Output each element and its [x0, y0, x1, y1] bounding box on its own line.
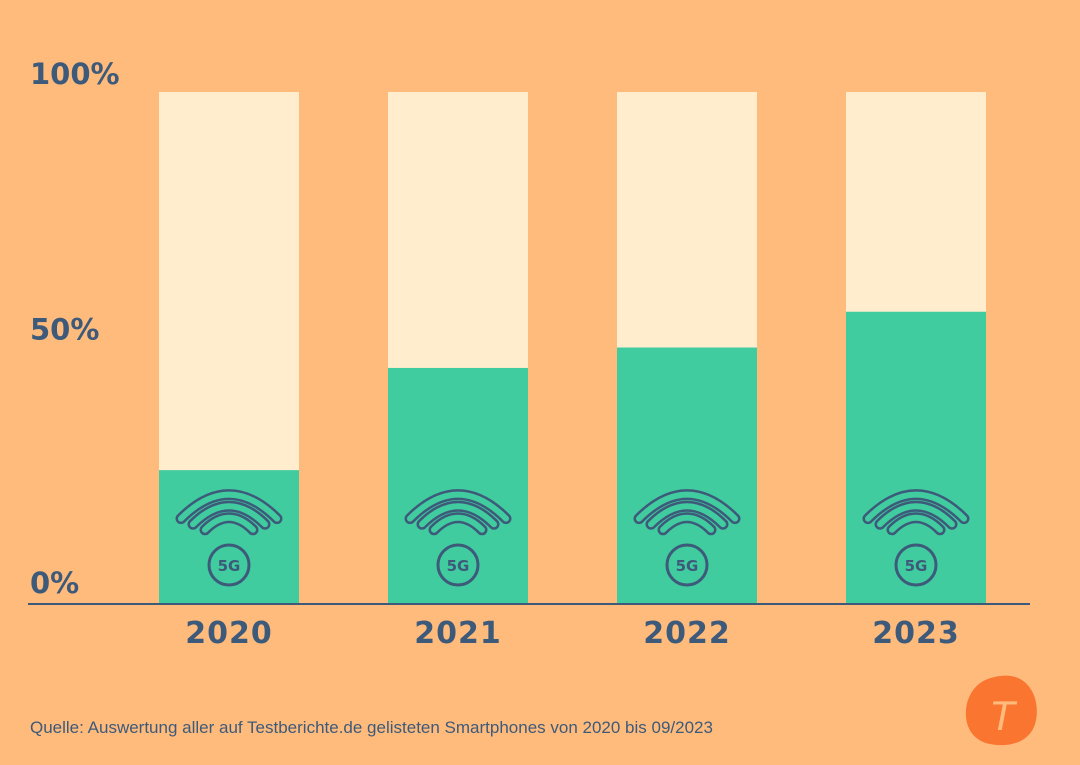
x-tick-label: 2022 — [643, 616, 731, 651]
svg-text:5G: 5G — [447, 557, 470, 575]
y-tick-label: 100% — [30, 57, 120, 91]
svg-text:5G: 5G — [676, 557, 699, 575]
svg-text:5G: 5G — [905, 557, 928, 575]
source-note: Quelle: Auswertung aller auf Testbericht… — [30, 718, 713, 737]
y-tick-label: 0% — [30, 566, 79, 600]
svg-text:5G: 5G — [218, 557, 241, 575]
wifi-5g-icon: 5G — [404, 489, 512, 587]
bar-5g — [846, 311, 986, 603]
bar-5g — [617, 347, 757, 603]
x-tick-label: 2020 — [185, 616, 273, 651]
y-tick-label: 50% — [30, 313, 99, 347]
bar-5g — [388, 367, 528, 603]
logo-letter: T — [989, 692, 1018, 739]
logo — [965, 675, 1037, 746]
x-tick-label: 2021 — [414, 616, 502, 651]
x-tick-label: 2023 — [872, 616, 960, 651]
wifi-5g-icon: 5G — [175, 489, 283, 587]
wifi-5g-icon: 5G — [633, 489, 741, 587]
wifi-5g-icon: 5G — [862, 489, 970, 587]
